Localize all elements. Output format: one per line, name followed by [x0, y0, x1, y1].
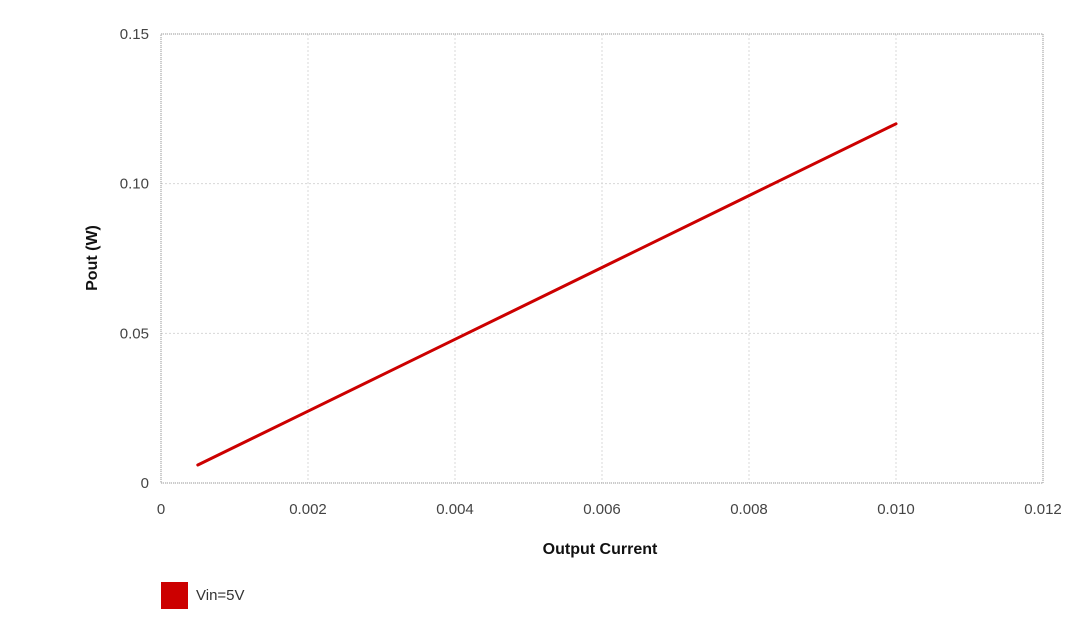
y-tick-label: 0.10	[120, 176, 149, 193]
x-tick-label: 0.008	[730, 501, 768, 518]
x-axis-ticks: 0 0.002 0.004 0.006 0.008 0.010 0.012	[157, 501, 1062, 518]
x-tick-label: 0.012	[1024, 501, 1062, 518]
y-tick-label: 0.15	[120, 26, 149, 43]
x-tick-label: 0	[157, 501, 165, 518]
series-line	[196, 122, 898, 467]
y-axis-title: Pout (W)	[84, 225, 101, 291]
series-layer	[196, 122, 898, 467]
legend: Vin=5V	[161, 582, 245, 609]
x-tick-label: 0.006	[583, 501, 621, 518]
legend-label: Vin=5V	[196, 587, 245, 604]
x-tick-label: 0.010	[877, 501, 915, 518]
legend-swatch	[161, 582, 188, 609]
y-tick-label: 0	[141, 475, 149, 492]
x-tick-label: 0.004	[436, 501, 474, 518]
y-axis-ticks: 0 0.05 0.10 0.15	[120, 26, 149, 492]
x-tick-label: 0.002	[289, 501, 327, 518]
plot-area-border	[160, 33, 1044, 484]
x-axis-title: Output Current	[543, 541, 658, 558]
grid	[160, 33, 1044, 484]
y-tick-label: 0.05	[120, 325, 149, 342]
